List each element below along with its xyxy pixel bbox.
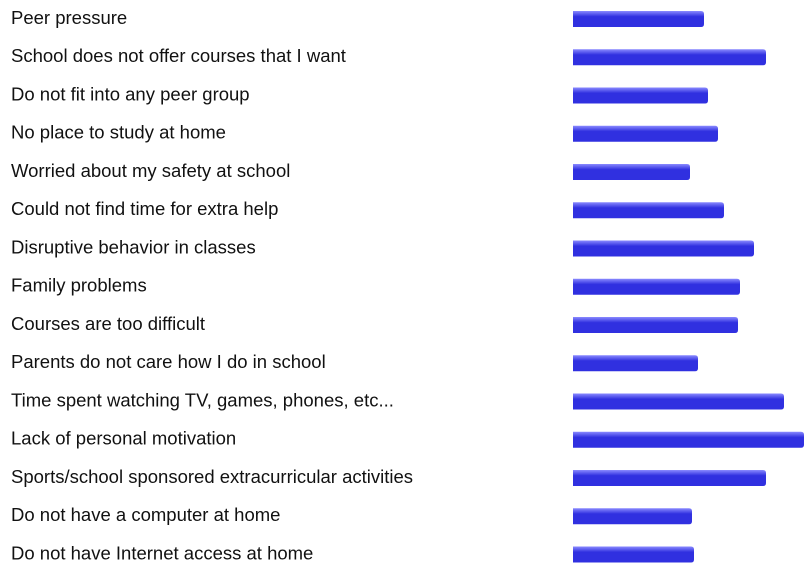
category-label: Worried about my safety at school	[11, 160, 290, 181]
bar	[573, 49, 766, 66]
category-label: Do not have Internet access at home	[11, 542, 313, 563]
bar	[573, 431, 804, 448]
bar	[573, 202, 724, 219]
category-label: Lack of personal motivation	[11, 428, 236, 449]
category-label: Do not have a computer at home	[11, 504, 280, 525]
bar	[573, 355, 698, 372]
category-label: Courses are too difficult	[11, 313, 205, 334]
category-label: Do not fit into any peer group	[11, 83, 250, 104]
bar	[573, 240, 754, 257]
category-label: Time spent watching TV, games, phones, e…	[11, 389, 394, 410]
bar	[573, 87, 708, 104]
category-label: No place to study at home	[11, 122, 226, 143]
bar	[573, 11, 704, 27]
bar	[573, 470, 766, 486]
bar	[573, 508, 692, 525]
bar	[573, 546, 694, 563]
category-label: Sports/school sponsored extracurricular …	[11, 466, 413, 487]
category-label: School does not offer courses that I wan…	[11, 45, 346, 66]
bar	[573, 317, 738, 333]
bar	[573, 278, 740, 295]
bar	[573, 393, 784, 410]
category-label: Parents do not care how I do in school	[11, 351, 326, 372]
category-label: Disruptive behavior in classes	[11, 236, 256, 257]
bar	[573, 164, 690, 180]
category-label: Peer pressure	[11, 7, 127, 28]
category-label: Could not find time for extra help	[11, 198, 278, 219]
bar	[573, 125, 718, 142]
category-label: Family problems	[11, 275, 147, 296]
